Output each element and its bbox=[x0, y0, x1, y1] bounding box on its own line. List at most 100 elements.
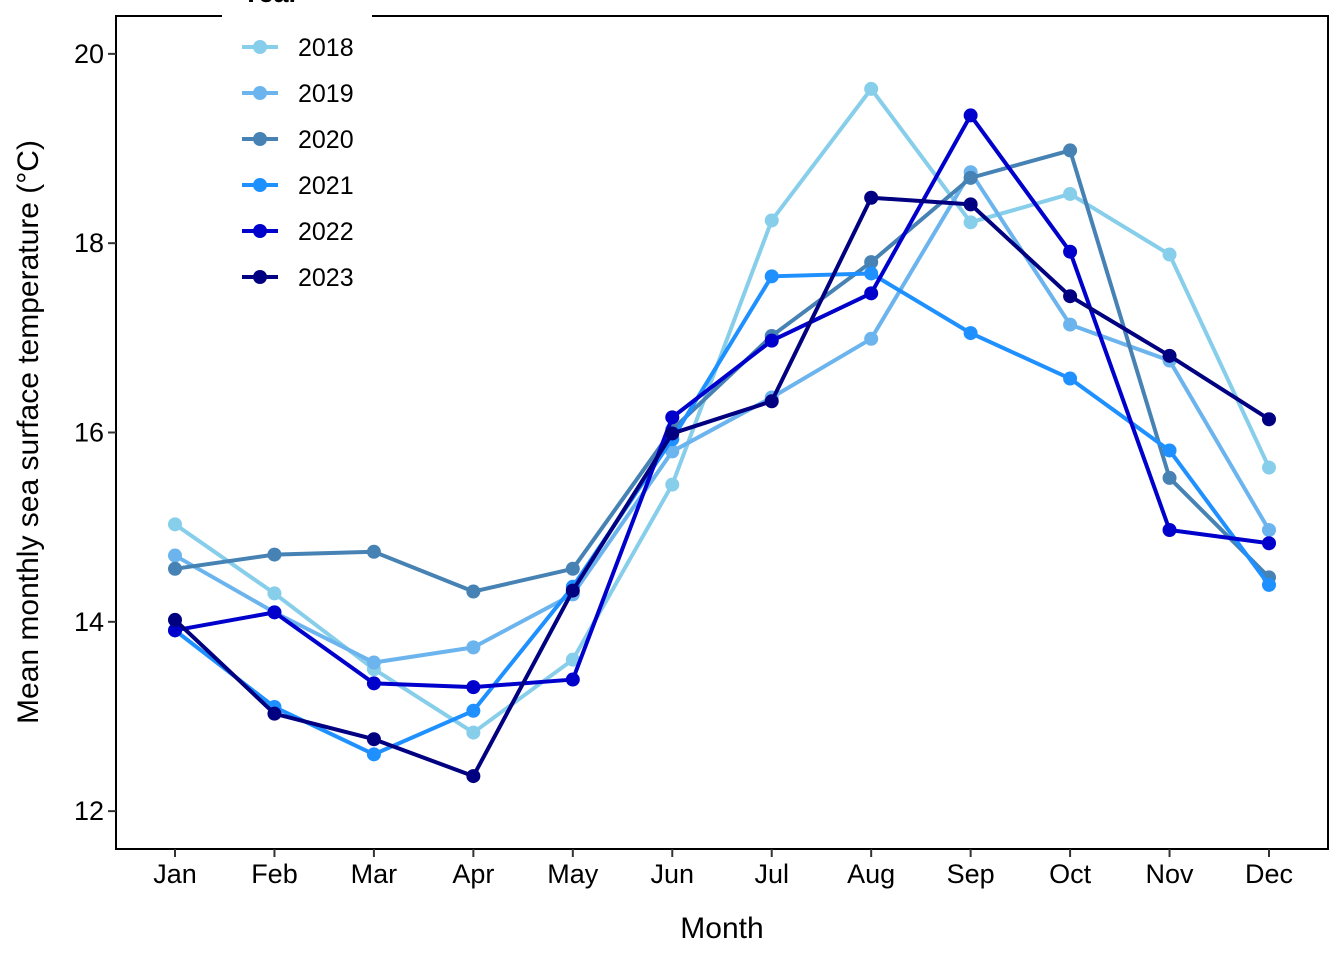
legend-items: 2018 2019 2020 2021 2022 2023 bbox=[242, 34, 354, 292]
legend-label: 2020 bbox=[298, 126, 354, 154]
y-tick-label: 14 bbox=[74, 607, 104, 637]
data-point-2022-Oct bbox=[1063, 244, 1078, 259]
x-tick-label: Oct bbox=[1049, 859, 1092, 889]
data-point-2019-Mar bbox=[366, 655, 381, 670]
data-point-2019-Oct bbox=[1063, 317, 1078, 332]
series-line-2020 bbox=[174, 148, 1271, 594]
legend-key-point bbox=[253, 224, 267, 238]
data-point-2023-Jun bbox=[665, 426, 680, 441]
x-tick-label: Aug bbox=[847, 859, 895, 889]
legend-item-2023: 2023 bbox=[242, 264, 354, 292]
data-point-2021-Dec bbox=[1262, 577, 1276, 592]
data-point-2022-Apr bbox=[466, 680, 481, 695]
data-point-2020-Feb bbox=[267, 547, 282, 562]
data-point-2018-Aug bbox=[864, 81, 879, 96]
legend-item-2018: 2018 bbox=[242, 34, 354, 62]
data-point-2022-Sep bbox=[963, 108, 978, 123]
series-2022 bbox=[168, 108, 1276, 695]
x-tick-label: Apr bbox=[452, 859, 494, 889]
series-line-2023 bbox=[173, 195, 1271, 779]
y-axis: 12 14 16 18 20 bbox=[74, 39, 116, 826]
x-tick-label: Jun bbox=[650, 859, 694, 889]
series-line-2021 bbox=[173, 271, 1271, 757]
data-point-2019-Aug bbox=[864, 331, 879, 346]
data-point-2019-Jun bbox=[665, 444, 680, 459]
data-point-2022-Mar bbox=[366, 676, 381, 691]
data-point-2018-Jul bbox=[764, 213, 779, 228]
x-tick-label: Feb bbox=[251, 859, 298, 889]
data-point-2020-Oct bbox=[1063, 143, 1078, 158]
x-axis: Jan Feb Mar Apr May Jun Jul Aug Sep Oct Nov Dec bbox=[153, 849, 1293, 889]
x-tick-label: Jul bbox=[754, 859, 789, 889]
data-point-2022-Feb bbox=[267, 605, 282, 620]
data-point-2022-Dec bbox=[1262, 536, 1276, 551]
data-point-2018-Jan bbox=[168, 517, 182, 532]
data-point-2020-Mar bbox=[366, 544, 381, 559]
legend-item-2019: 2019 bbox=[242, 80, 354, 108]
data-point-2023-Apr bbox=[466, 769, 481, 784]
legend-key-point bbox=[253, 86, 267, 100]
series-line-2019 bbox=[174, 170, 1271, 665]
legend-item-2021: 2021 bbox=[242, 172, 354, 200]
data-point-2020-Jan bbox=[168, 561, 182, 576]
legend-label: 2023 bbox=[298, 264, 354, 292]
data-point-2021-Nov bbox=[1162, 443, 1177, 458]
data-point-2019-Apr bbox=[466, 640, 481, 655]
data-point-2020-Sep bbox=[963, 170, 978, 185]
x-tick-label: Nov bbox=[1146, 859, 1195, 889]
data-point-2021-Aug bbox=[864, 266, 879, 281]
data-point-2021-Jul bbox=[764, 269, 779, 284]
series-2023 bbox=[168, 190, 1276, 784]
legend-key-point bbox=[253, 132, 267, 146]
data-point-2022-Jun bbox=[665, 410, 680, 425]
data-point-2020-May bbox=[565, 561, 580, 576]
data-point-2022-Aug bbox=[864, 286, 879, 301]
data-point-2022-Jan bbox=[168, 623, 182, 638]
data-point-2021-Apr bbox=[466, 703, 481, 718]
data-point-2018-Oct bbox=[1063, 186, 1078, 201]
series-layer bbox=[168, 81, 1276, 784]
x-tick-label: Sep bbox=[947, 859, 995, 889]
data-point-2018-Jun bbox=[665, 477, 680, 492]
legend-key-point bbox=[253, 270, 267, 284]
data-point-2023-Dec bbox=[1262, 412, 1276, 427]
data-point-2023-Aug bbox=[864, 190, 879, 205]
data-point-2019-Jan bbox=[168, 548, 182, 563]
data-point-2023-Nov bbox=[1162, 348, 1177, 363]
x-tick-label: May bbox=[547, 859, 599, 889]
data-point-2023-Oct bbox=[1063, 289, 1078, 304]
legend-label: 2021 bbox=[298, 172, 354, 200]
x-tick-label: Jan bbox=[153, 859, 197, 889]
data-point-2023-Jul bbox=[764, 394, 779, 409]
y-axis-title: Mean monthly sea surface temperature (°C… bbox=[12, 140, 45, 724]
data-point-2023-Jan bbox=[168, 612, 182, 627]
legend-label: 2022 bbox=[298, 218, 354, 246]
data-point-2021-Oct bbox=[1063, 371, 1078, 386]
legend-title: Year bbox=[242, 0, 300, 8]
data-point-2018-Sep bbox=[963, 215, 978, 230]
y-tick-label: 20 bbox=[74, 39, 104, 69]
data-point-2018-Feb bbox=[267, 586, 282, 601]
legend-key-point bbox=[253, 40, 267, 54]
data-point-2018-Apr bbox=[466, 725, 481, 740]
y-tick-label: 16 bbox=[74, 418, 104, 448]
data-point-2023-Mar bbox=[366, 732, 381, 747]
data-point-2023-Sep bbox=[963, 197, 978, 212]
series-line-2022 bbox=[174, 113, 1270, 690]
data-point-2021-Sep bbox=[963, 326, 978, 341]
data-point-2019-Dec bbox=[1262, 522, 1276, 537]
x-tick-label: Mar bbox=[351, 859, 398, 889]
data-point-2022-Jul bbox=[764, 333, 779, 348]
data-point-2023-May bbox=[565, 583, 580, 598]
data-point-2018-Nov bbox=[1162, 247, 1177, 262]
data-point-2020-Nov bbox=[1162, 470, 1177, 485]
legend-item-2020: 2020 bbox=[242, 126, 354, 154]
data-point-2021-Mar bbox=[366, 747, 381, 762]
legend-label: 2018 bbox=[298, 34, 354, 62]
y-tick-label: 18 bbox=[74, 228, 104, 258]
y-tick-label: 12 bbox=[74, 796, 104, 826]
data-point-2018-Dec bbox=[1262, 460, 1276, 475]
x-axis-title: Month bbox=[680, 912, 763, 945]
data-point-2022-May bbox=[565, 672, 580, 687]
